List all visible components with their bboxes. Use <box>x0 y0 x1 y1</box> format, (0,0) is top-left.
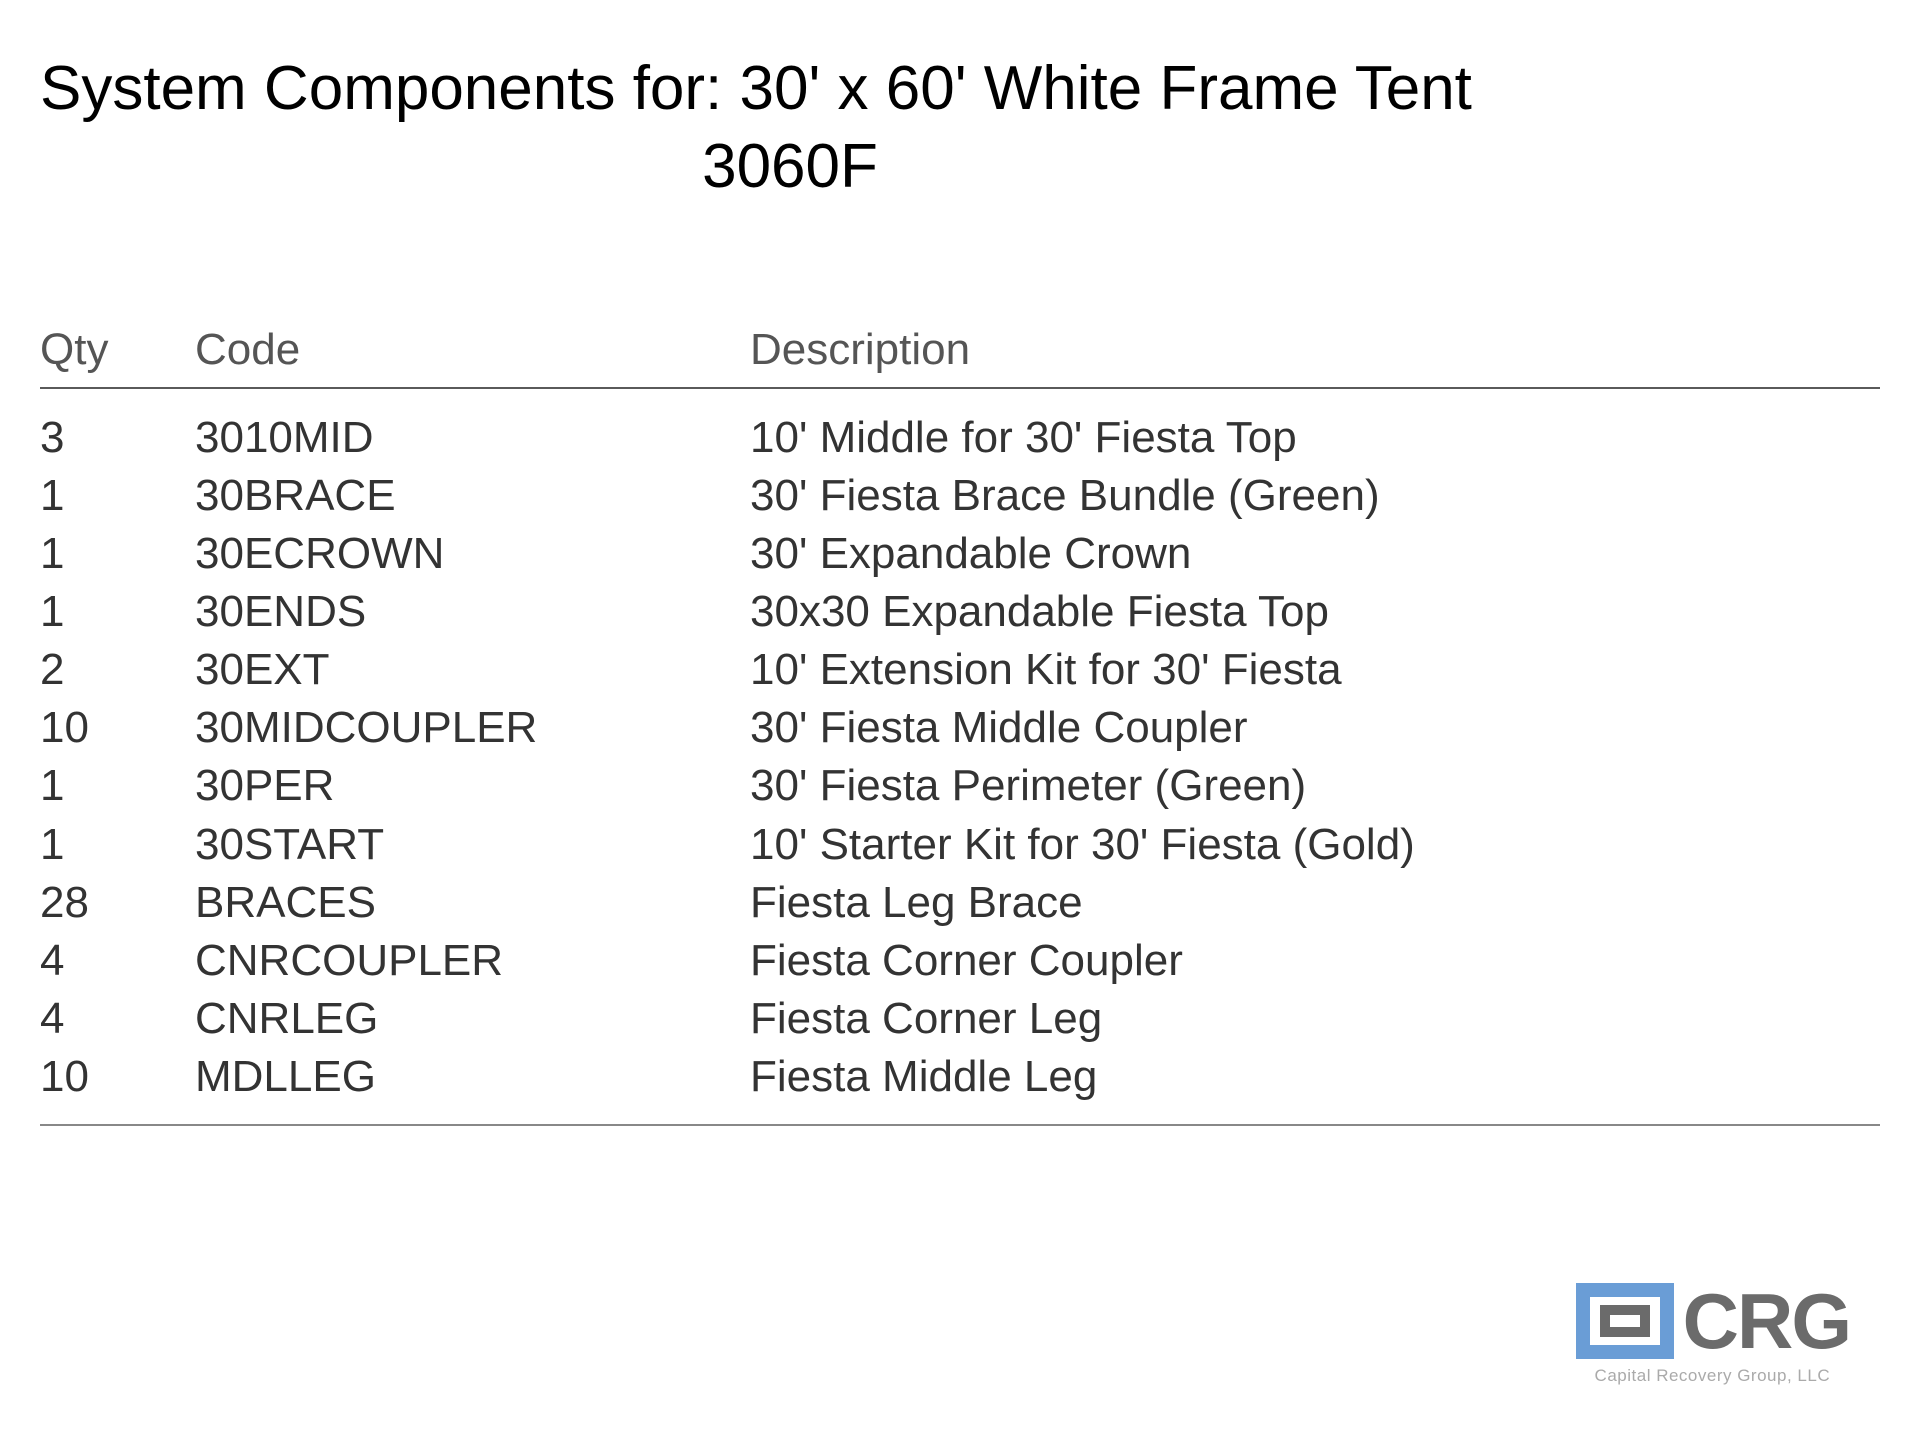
table-row: 130START10' Starter Kit for 30' Fiesta (… <box>40 816 1880 874</box>
header-qty: Qty <box>40 325 195 375</box>
cell-code: 30START <box>195 816 750 874</box>
cell-description: Fiesta Leg Brace <box>750 874 1880 932</box>
cell-qty: 10 <box>40 1048 195 1106</box>
page-title-line2: 3060F <box>40 128 1540 206</box>
cell-qty: 2 <box>40 641 195 699</box>
cell-description: 10' Extension Kit for 30' Fiesta <box>750 641 1880 699</box>
cell-code: 30ECROWN <box>195 525 750 583</box>
cell-qty: 4 <box>40 932 195 990</box>
cell-code: CNRCOUPLER <box>195 932 750 990</box>
cell-description: 10' Starter Kit for 30' Fiesta (Gold) <box>750 816 1880 874</box>
cell-code: MDLLEG <box>195 1048 750 1106</box>
table-row: 230EXT10' Extension Kit for 30' Fiesta <box>40 641 1880 699</box>
table-row: 130PER30' Fiesta Perimeter (Green) <box>40 757 1880 815</box>
cell-code: 30PER <box>195 757 750 815</box>
cell-description: 10' Middle for 30' Fiesta Top <box>750 409 1880 467</box>
cell-description: Fiesta Middle Leg <box>750 1048 1880 1106</box>
page-title-block: System Components for: 30' x 60' White F… <box>40 50 1880 205</box>
cell-description: Fiesta Corner Leg <box>750 990 1880 1048</box>
cell-qty: 10 <box>40 699 195 757</box>
cell-description: Fiesta Corner Coupler <box>750 932 1880 990</box>
table-row: 33010MID10' Middle for 30' Fiesta Top <box>40 409 1880 467</box>
page-title-line1: System Components for: 30' x 60' White F… <box>40 50 1880 128</box>
cell-qty: 28 <box>40 874 195 932</box>
cell-description: 30x30 Expandable Fiesta Top <box>750 583 1880 641</box>
cell-code: 3010MID <box>195 409 750 467</box>
cell-description: 30' Fiesta Middle Coupler <box>750 699 1880 757</box>
cell-qty: 1 <box>40 525 195 583</box>
cell-code: 30MIDCOUPLER <box>195 699 750 757</box>
cell-qty: 1 <box>40 467 195 525</box>
cell-description: 30' Fiesta Perimeter (Green) <box>750 757 1880 815</box>
logo-tagline: Capital Recovery Group, LLC <box>1595 1366 1831 1386</box>
cell-qty: 3 <box>40 409 195 467</box>
cell-description: 30' Expandable Crown <box>750 525 1880 583</box>
table-row: 130ENDS30x30 Expandable Fiesta Top <box>40 583 1880 641</box>
cell-qty: 4 <box>40 990 195 1048</box>
crg-logo-icon <box>1575 1282 1675 1360</box>
logo-main: CRG <box>1575 1282 1850 1360</box>
cell-code: CNRLEG <box>195 990 750 1048</box>
table-row: 4CNRLEGFiesta Corner Leg <box>40 990 1880 1048</box>
logo-text: CRG <box>1683 1282 1850 1360</box>
cell-code: 30ENDS <box>195 583 750 641</box>
components-table: Qty Code Description 33010MID10' Middle … <box>40 325 1880 1126</box>
cell-qty: 1 <box>40 816 195 874</box>
table-row: 10MDLLEGFiesta Middle Leg <box>40 1048 1880 1106</box>
cell-description: 30' Fiesta Brace Bundle (Green) <box>750 467 1880 525</box>
table-row: 1030MIDCOUPLER30' Fiesta Middle Coupler <box>40 699 1880 757</box>
cell-code: 30EXT <box>195 641 750 699</box>
header-description: Description <box>750 325 1880 375</box>
header-code: Code <box>195 325 750 375</box>
table-row: 130ECROWN30' Expandable Crown <box>40 525 1880 583</box>
table-row: 130BRACE30' Fiesta Brace Bundle (Green) <box>40 467 1880 525</box>
cell-qty: 1 <box>40 757 195 815</box>
table-body: 33010MID10' Middle for 30' Fiesta Top130… <box>40 409 1880 1126</box>
logo-block: CRG Capital Recovery Group, LLC <box>1575 1282 1850 1386</box>
cell-qty: 1 <box>40 583 195 641</box>
table-row: 28BRACESFiesta Leg Brace <box>40 874 1880 932</box>
table-row: 4CNRCOUPLERFiesta Corner Coupler <box>40 932 1880 990</box>
cell-code: BRACES <box>195 874 750 932</box>
cell-code: 30BRACE <box>195 467 750 525</box>
table-header-row: Qty Code Description <box>40 325 1880 389</box>
